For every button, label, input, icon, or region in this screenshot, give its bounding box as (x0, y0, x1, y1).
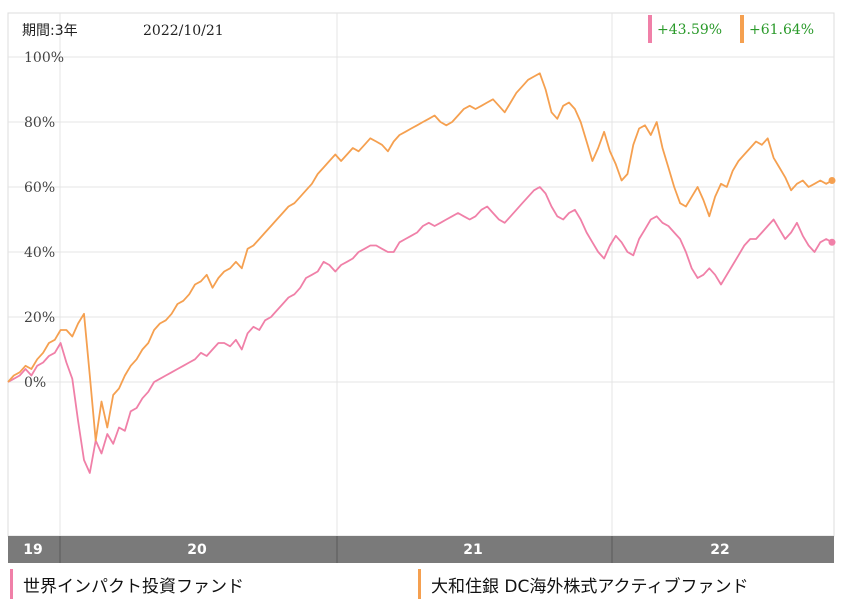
x-axis-background (8, 536, 834, 563)
grid-lines (8, 13, 834, 536)
x-axis-band: 19 20 21 22 (8, 536, 834, 563)
x-tick-label-2: 21 (463, 542, 482, 558)
legend-swatch-impact (10, 569, 13, 599)
series-lines (7, 72, 836, 474)
series-line-1 (7, 72, 833, 442)
y-tick-label-3: 40% (24, 245, 55, 261)
y-tick-labels: 100% 80% 60% 40% 20% 0% (24, 50, 64, 391)
badge-swatch-0 (648, 15, 652, 43)
x-tick-label-3: 22 (710, 542, 729, 558)
legend-swatch-daiwa (418, 569, 421, 599)
date-label: 2022/10/21 (143, 23, 224, 39)
legend-item-daiwa: 大和住銀 DC海外株式アクティブファンド (418, 568, 749, 600)
legend-label-daiwa: 大和住銀 DC海外株式アクティブファンド (431, 576, 749, 597)
legend-label-impact: 世界インパクト投資ファンド (23, 576, 244, 597)
y-tick-label-4: 20% (24, 310, 55, 326)
series-end-marker-1 (828, 177, 836, 184)
x-tick-labels: 19 20 21 22 (23, 536, 730, 563)
y-tick-label-1: 80% (24, 115, 55, 131)
y-tick-label-0: 100% (24, 50, 64, 66)
plot-border (7, 12, 835, 537)
badge-value-1: +61.64% (749, 22, 814, 38)
x-tick-label-1: 20 (187, 542, 207, 558)
period-label: 期間:3年 (22, 23, 78, 39)
series-line-0 (7, 186, 833, 474)
legend-item-impact: 世界インパクト投資ファンド (10, 568, 244, 600)
badge-value-0: +43.59% (657, 22, 722, 38)
series-end-marker-0 (828, 238, 836, 246)
badge-swatch-1 (740, 15, 744, 43)
y-tick-label-2: 60% (24, 180, 55, 196)
change-badges: +43.59% +61.64% (648, 15, 814, 43)
y-tick-label-5: 0% (24, 375, 46, 391)
x-tick-label-0: 19 (23, 542, 42, 558)
